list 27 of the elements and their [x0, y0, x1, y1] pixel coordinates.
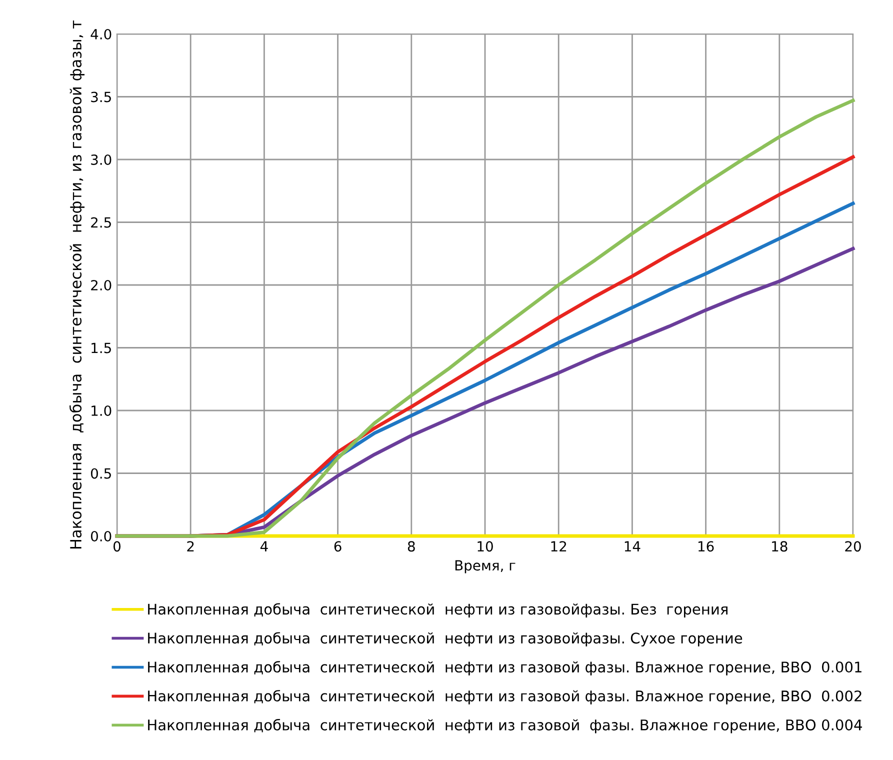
x-tick-label: 16 [698, 541, 714, 552]
y-tick-label: 0.0 [90, 530, 112, 542]
x-tick-label: 14 [624, 541, 640, 552]
x-tick-label: 12 [551, 541, 566, 552]
y-axis-title: Накопленная добыча синтетической нефти, из газовой фазы, т [69, 20, 84, 548]
legend-label: Накопленная добыча синтетической нефти из газовой фазы. Влажное горение, ВВО 0.001 [148, 661, 862, 676]
x-tick-label: 8 [408, 541, 415, 552]
x-tick-label: 20 [845, 541, 861, 552]
legend-label: Накопленная добыча синтетической нефти из газовой фазы. Влажное горение, ВВО 0.002 [148, 690, 862, 704]
y-tick-label: 4.0 [90, 28, 112, 40]
x-tick-label: 0 [113, 541, 120, 552]
y-tick-label: 1.0 [92, 405, 112, 416]
y-tick-label: 2.5 [91, 217, 111, 228]
x-tick-label: 4 [260, 541, 268, 552]
x-tick-label: 18 [772, 541, 788, 552]
y-tick-label: 0.5 [90, 468, 111, 479]
x-tick-label: 6 [334, 541, 342, 552]
y-tick-label: 1.5 [92, 342, 111, 354]
y-tick-label: 3.0 [91, 154, 112, 165]
legend-label: Накопленная добыча синтетической нефти из газовойфазы. Сухое горение [148, 632, 742, 646]
y-tick-label: 3.5 [91, 92, 111, 102]
y-tick-label: 2.0 [91, 280, 112, 290]
x-axis-title: Время, г [455, 560, 516, 574]
legend-label: Накопленная добыча синтетической нефти из газовойфазы. Без горения [148, 603, 728, 618]
x-tick-label: 2 [187, 541, 194, 552]
x-tick-label: 10 [478, 541, 493, 552]
legend-label: Накопленная добыча синтетической нефти из газовой фазы. Влажное горение, ВВО 0.004 [148, 718, 862, 734]
